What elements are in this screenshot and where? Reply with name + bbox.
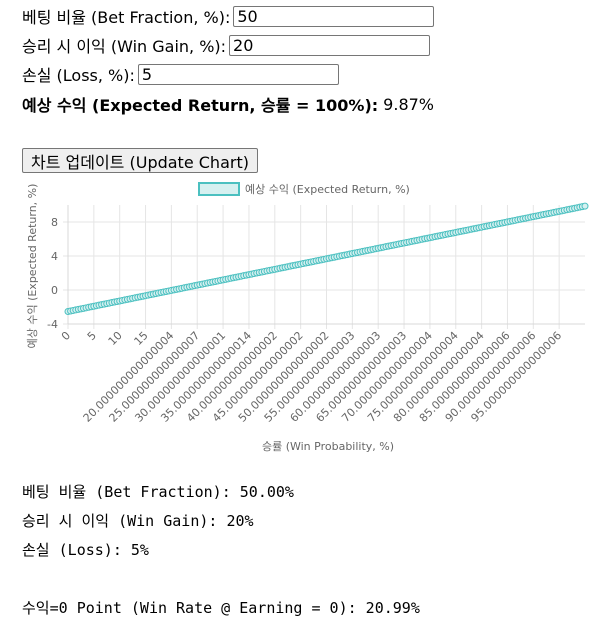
y-tick-label: 0	[51, 284, 58, 297]
loss-row: 손실 (Loss, %):	[22, 62, 339, 86]
data-point	[581, 202, 589, 210]
summary-loss: 손실 (Loss): 5%	[22, 541, 149, 559]
y-tick-label: 8	[51, 216, 58, 229]
summary-breakeven: 수익=0 Point (Win Rate @ Earning = 0): 20.…	[22, 599, 420, 617]
win-gain-label: 승리 시 이익 (Win Gain, %):	[22, 37, 227, 56]
x-tick-label: 5	[85, 329, 99, 343]
legend-label: 예상 수익 (Expected Return, %)	[245, 183, 410, 196]
summary-bet-fraction: 베팅 비율 (Bet Fraction): 50.00%	[22, 483, 294, 501]
loss-label: 손실 (Loss, %):	[22, 66, 135, 85]
x-tick-label: 15	[132, 329, 151, 348]
win-gain-row: 승리 시 이익 (Win Gain, %):	[22, 33, 431, 57]
expected-return-value: 9.87%	[383, 94, 434, 114]
win-gain-input[interactable]	[229, 34, 431, 56]
y-tick-label: -4	[47, 318, 58, 331]
bet-fraction-label: 베팅 비율 (Bet Fraction, %):	[22, 8, 231, 27]
bet-fraction-row: 베팅 비율 (Bet Fraction, %):	[22, 4, 435, 28]
expected-return-label: 예상 수익 (Expected Return, 승률 = 100%):	[22, 96, 379, 115]
bet-fraction-input[interactable]	[233, 5, 435, 27]
y-axis-title: 예상 수익 (Expected Return, %)	[26, 184, 39, 349]
expected-return-row: 예상 수익 (Expected Return, 승률 = 100%): 9.87…	[22, 92, 434, 116]
x-tick-label: 10	[106, 329, 125, 348]
x-tick-label: 0	[59, 329, 73, 343]
update-chart-button[interactable]: 차트 업데이트 (Update Chart)	[22, 148, 258, 173]
summary-win-gain: 승리 시 이익 (Win Gain): 20%	[22, 512, 254, 530]
loss-input[interactable]	[137, 63, 339, 85]
legend-swatch	[198, 182, 240, 196]
y-tick-label: 4	[51, 250, 58, 263]
x-axis-title: 승률 (Win Probability, %)	[262, 440, 394, 453]
